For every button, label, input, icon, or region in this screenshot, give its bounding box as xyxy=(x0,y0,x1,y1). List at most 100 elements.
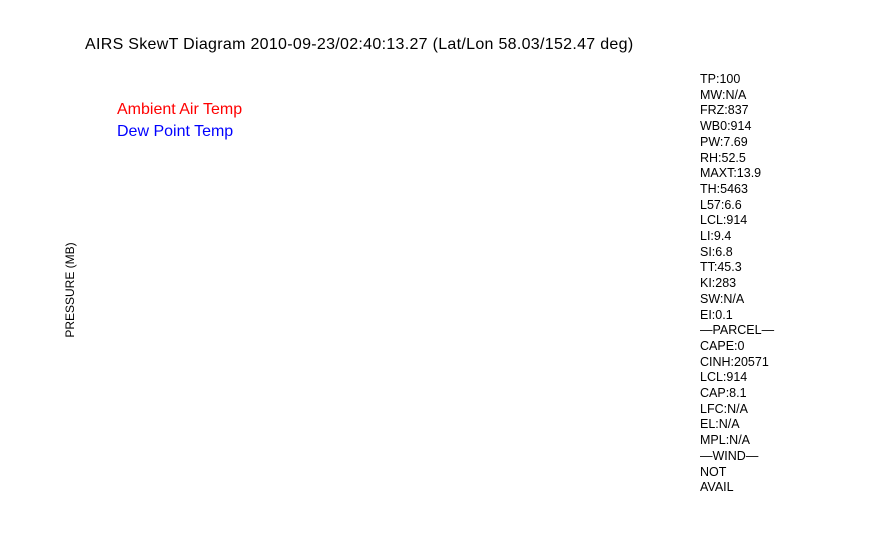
pressure-tick-label: 700 xyxy=(48,420,68,434)
legend-dew-point-temp: Dew Point Temp xyxy=(117,123,234,140)
chart-title: AIRS SkewT Diagram 2010-09-23/02:40:13.2… xyxy=(85,36,634,53)
temperature-profile-point xyxy=(481,479,484,481)
isotherm-line xyxy=(0,64,18,503)
mixing-ratio-label: 3 xyxy=(332,522,345,534)
top-temp-tick-label: -110 xyxy=(159,55,182,69)
bottom-temp-tick-label: 0 xyxy=(355,507,362,521)
temperature-profile-point xyxy=(373,307,376,309)
temp-axis-label: T(C) xyxy=(678,507,702,521)
moist-adiabat-line xyxy=(510,198,546,503)
mixing-ratio-line xyxy=(271,73,539,503)
stat-item: RH:52.5 xyxy=(700,150,746,165)
temperature-profile-point xyxy=(474,462,476,464)
temperature-profile-point xyxy=(525,149,527,152)
moist-adiabat-line xyxy=(583,199,621,503)
dewpoint-profile-point xyxy=(312,147,314,149)
stat-item: LFC:N/A xyxy=(700,401,748,416)
mixing-ratio-label: 25 xyxy=(501,520,518,537)
bottom-temp-tick-label: 10 xyxy=(405,507,419,521)
stat-item: NOT xyxy=(700,464,727,479)
dry-adiabat-line xyxy=(330,73,697,386)
temperature-profile-point xyxy=(467,451,470,453)
moist-adiabat-line xyxy=(88,285,274,504)
stat-item: CAPE:0 xyxy=(700,338,745,353)
top-temp-tick-label: -100 xyxy=(212,55,236,69)
temperature-profile-point xyxy=(572,102,575,104)
legend-ambient-air-temp: Ambient Air Temp xyxy=(117,101,243,118)
temperature-profile-point xyxy=(409,367,411,369)
moist-adiabat-line xyxy=(138,198,377,503)
moist-adiabat-line xyxy=(228,198,439,503)
mixing-ratio-axis-label: W(g/kg) xyxy=(658,519,700,533)
bottom-temp-tick-label: 30 xyxy=(512,507,526,521)
mixing-ratio-label: 4 xyxy=(353,522,366,534)
temperature-profile-point xyxy=(435,402,438,404)
moist-adiabat-line xyxy=(317,198,480,503)
isotherm-line xyxy=(306,83,697,504)
bottom-temp-tick-label: -40 xyxy=(135,507,153,521)
temperature-profile-point xyxy=(552,122,554,125)
pressure-tick-label: 900 xyxy=(48,466,68,480)
top-temp-tick-label: -120 xyxy=(105,55,129,69)
stat-item: —PARCEL— xyxy=(700,323,775,338)
dewpoint-profile-point xyxy=(429,474,431,476)
dry-adiabat-line xyxy=(358,73,697,360)
dewpoint-profile-point xyxy=(356,74,359,76)
mixing-ratio-line xyxy=(497,103,697,503)
y-axis-label: PRESSURE (MB) xyxy=(63,242,77,338)
top-temp-tick-label: -60 xyxy=(430,55,448,69)
bottom-temp-tick-label: 20 xyxy=(459,507,473,521)
mixing-ratio-label: 20 xyxy=(481,520,498,537)
temperature-profile-point xyxy=(606,74,609,76)
mixing-ratio-line xyxy=(317,73,575,503)
stat-item: TH:5463 xyxy=(700,181,748,196)
pressure-tick-label: 600 xyxy=(48,392,68,406)
mixing-ratio-label: 30 xyxy=(517,520,534,537)
temperature-profile-point xyxy=(397,349,399,351)
stat-item: KI:283 xyxy=(700,276,737,291)
stat-item: FRZ:837 xyxy=(700,103,749,118)
pressure-tick-label: 800 xyxy=(48,444,68,458)
dewpoint-profile-point xyxy=(377,399,379,401)
moist-adiabat-line xyxy=(115,198,357,503)
dry-adiabat-line xyxy=(386,73,697,335)
pressure-tick-label: 500 xyxy=(48,359,68,373)
mixing-ratio-label: 0.5 xyxy=(211,519,230,538)
dry-adiabat-line xyxy=(191,73,659,504)
temperature-profile-point xyxy=(359,273,361,276)
bottom-temp-tick-label: -30 xyxy=(188,507,206,521)
bottom-temp-tick-label: -20 xyxy=(242,507,260,521)
stat-item: LCL:914 xyxy=(700,370,748,385)
moist-adiabat-line xyxy=(95,198,336,503)
stat-item: —WIND— xyxy=(700,448,759,463)
stat-item: LCL:914 xyxy=(700,213,748,228)
mixing-ratio-line xyxy=(454,73,681,503)
dry-adiabat-line xyxy=(469,73,697,261)
mixing-ratio-line xyxy=(367,73,614,503)
bottom-temp-tick-label: -10 xyxy=(296,507,314,521)
dewpoint-profile-point xyxy=(323,325,325,328)
isotherm-line xyxy=(88,73,440,450)
mixing-ratio-line xyxy=(298,73,560,503)
mixing-ratio-label: 0.2 xyxy=(159,519,178,538)
dry-adiabat-line xyxy=(219,73,697,496)
mixing-ratio-label: 0.1 xyxy=(122,519,141,538)
dewpoint-profile-point xyxy=(322,269,324,271)
dewpoint-profile-point xyxy=(412,455,414,458)
stat-item: L57:6.6 xyxy=(700,197,742,212)
stat-item: TT:45.3 xyxy=(700,260,742,275)
mixing-ratio-label: 12 xyxy=(438,520,455,537)
mixing-ratio-line xyxy=(420,73,655,503)
top-temp-tick-label: -80 xyxy=(323,55,341,69)
mixing-ratio-line xyxy=(346,73,597,503)
dry-adiabat-line xyxy=(414,73,697,310)
dewpoint-profile-point xyxy=(440,494,443,496)
temperature-profile-point xyxy=(479,472,481,474)
top-temp-tick-label: -90 xyxy=(269,55,287,69)
isotherm-line xyxy=(467,256,697,504)
isotherm-line xyxy=(0,64,72,503)
moist-adiabat-line xyxy=(442,198,521,503)
temperature-profile-line xyxy=(359,74,608,495)
mixing-ratio-line xyxy=(438,73,669,503)
temperature-profile-point xyxy=(384,327,386,329)
